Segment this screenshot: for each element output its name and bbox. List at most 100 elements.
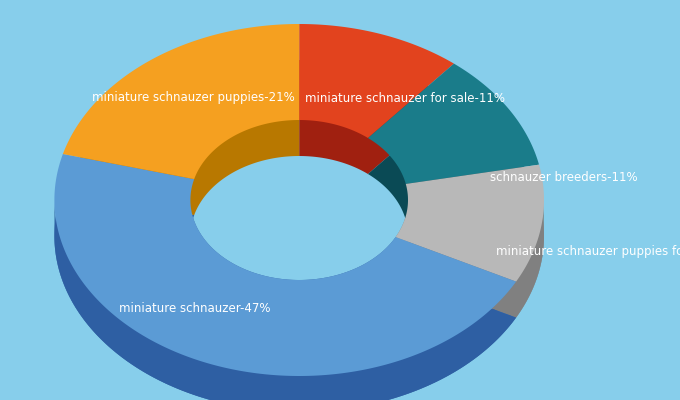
Polygon shape [430,348,431,385]
Polygon shape [121,320,122,358]
Polygon shape [501,298,503,335]
Polygon shape [415,354,417,391]
Text: miniature schnauzer puppies-21%: miniature schnauzer puppies-21% [92,92,295,104]
Polygon shape [339,274,340,310]
Polygon shape [226,368,228,400]
Polygon shape [332,276,333,312]
Polygon shape [374,367,376,400]
Polygon shape [398,360,399,397]
Polygon shape [123,322,124,359]
Polygon shape [485,314,486,351]
Polygon shape [320,278,321,314]
Polygon shape [258,274,259,310]
Polygon shape [245,270,246,306]
Polygon shape [477,320,478,357]
Polygon shape [180,354,182,390]
Polygon shape [183,355,185,392]
Polygon shape [412,356,414,392]
Polygon shape [101,304,103,341]
Polygon shape [103,306,105,343]
Polygon shape [305,376,307,400]
Polygon shape [445,340,447,377]
Polygon shape [514,283,515,320]
Polygon shape [293,280,294,316]
Polygon shape [144,336,146,373]
Polygon shape [480,318,481,354]
Polygon shape [178,353,180,390]
Polygon shape [468,327,469,364]
Polygon shape [165,347,166,384]
Polygon shape [267,374,268,400]
Polygon shape [289,280,290,316]
Polygon shape [209,364,211,400]
Polygon shape [301,280,302,316]
Polygon shape [384,364,386,400]
Polygon shape [276,278,277,314]
Polygon shape [458,333,460,370]
Polygon shape [511,287,512,324]
Polygon shape [252,272,253,308]
Polygon shape [271,375,273,400]
Polygon shape [434,346,435,383]
Polygon shape [493,307,494,344]
Polygon shape [294,280,295,316]
Polygon shape [334,276,335,312]
Polygon shape [291,280,292,316]
Polygon shape [437,345,439,382]
Polygon shape [273,278,274,314]
Polygon shape [279,279,280,315]
Polygon shape [96,298,97,336]
Polygon shape [462,330,464,367]
Polygon shape [245,372,247,400]
Polygon shape [339,373,341,400]
Polygon shape [163,346,165,383]
Polygon shape [364,369,366,400]
Polygon shape [129,326,130,363]
Polygon shape [396,361,398,398]
Polygon shape [93,295,95,332]
Polygon shape [379,366,381,400]
Polygon shape [396,201,544,318]
Polygon shape [310,280,311,316]
Polygon shape [411,356,412,393]
Polygon shape [247,270,248,306]
Polygon shape [105,308,107,345]
Polygon shape [515,282,516,319]
Polygon shape [479,318,480,356]
Polygon shape [243,269,244,305]
Polygon shape [259,274,260,310]
Polygon shape [348,271,349,308]
Polygon shape [272,278,273,314]
Polygon shape [222,367,224,400]
Polygon shape [296,280,297,316]
Polygon shape [505,294,506,331]
Text: schnauzer breeders-11%: schnauzer breeders-11% [490,172,637,184]
Polygon shape [513,284,514,321]
Polygon shape [305,280,306,316]
Polygon shape [153,341,154,378]
Polygon shape [403,359,405,396]
Polygon shape [481,316,483,354]
Polygon shape [452,337,453,374]
Polygon shape [150,340,152,376]
Polygon shape [381,366,383,400]
Polygon shape [261,374,262,400]
Polygon shape [131,328,132,365]
Polygon shape [320,375,322,400]
Polygon shape [162,346,163,382]
Polygon shape [419,353,420,390]
Polygon shape [435,346,437,382]
Polygon shape [116,317,117,354]
Polygon shape [299,60,454,174]
Polygon shape [194,359,196,396]
Polygon shape [158,344,160,381]
Polygon shape [422,352,424,388]
Polygon shape [388,364,390,400]
Polygon shape [78,276,79,313]
Polygon shape [337,275,338,311]
Polygon shape [233,370,235,400]
Polygon shape [297,280,298,316]
Polygon shape [350,372,352,400]
Polygon shape [246,270,247,306]
Polygon shape [282,279,283,315]
